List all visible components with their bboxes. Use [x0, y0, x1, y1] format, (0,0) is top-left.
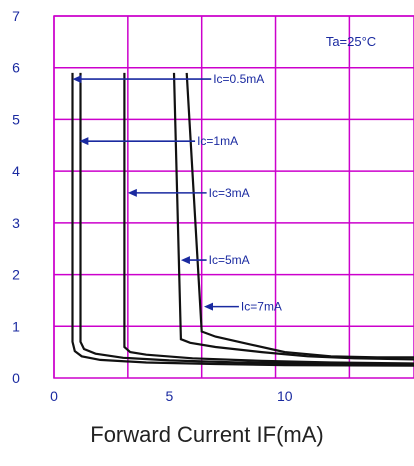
- y-axis-ticks: 0 1 2 3 4 5 6 7: [12, 8, 20, 386]
- series-line: [71, 72, 414, 367]
- plot-frame: [53, 15, 414, 379]
- series-label: Ic=5mA: [209, 253, 250, 267]
- series-line: [123, 72, 414, 365]
- series-label: Ic=3mA: [209, 186, 250, 200]
- chart: 0 1 2 3 4 5 6 7 0 5 10 Ic=0.5mA Ic=1mA Ic=3mA Ic=5mA…: [12, 8, 414, 404]
- annotation-arrowhead: [72, 75, 82, 84]
- y-tick-label: 2: [12, 267, 20, 283]
- x-tick-label: 5: [165, 388, 173, 404]
- series-label: Ic=1mA: [197, 134, 238, 148]
- series-line: [79, 72, 414, 366]
- x-tick-label: 0: [50, 388, 58, 404]
- series-label: Ic=7mA: [241, 300, 282, 314]
- y-tick-label: 6: [12, 60, 20, 76]
- series-line: [172, 72, 414, 361]
- y-tick-label: 7: [12, 8, 20, 24]
- curves: [71, 72, 414, 367]
- x-axis-ticks: 0 5 10: [50, 388, 293, 404]
- annotation-arrowhead: [79, 137, 89, 146]
- y-tick-label: 1: [12, 318, 20, 334]
- y-tick-label: 4: [12, 163, 20, 179]
- y-tick-label: 5: [12, 111, 20, 127]
- series-line: [185, 72, 414, 359]
- condition-label: Ta=25°C: [326, 34, 376, 49]
- x-axis-label: Forward Current IF(mA): [90, 422, 324, 447]
- series-label: Ic=0.5mA: [213, 72, 264, 86]
- x-tick-label: 10: [277, 388, 293, 404]
- annotations: Ic=0.5mA Ic=1mA Ic=3mA Ic=5mA Ic=7mA: [72, 72, 282, 314]
- annotation-arrowhead: [204, 302, 213, 311]
- y-tick-label: 0: [12, 370, 20, 386]
- annotation-arrowhead: [127, 188, 137, 197]
- y-tick-label: 3: [12, 215, 20, 231]
- annotation-arrowhead: [180, 256, 190, 265]
